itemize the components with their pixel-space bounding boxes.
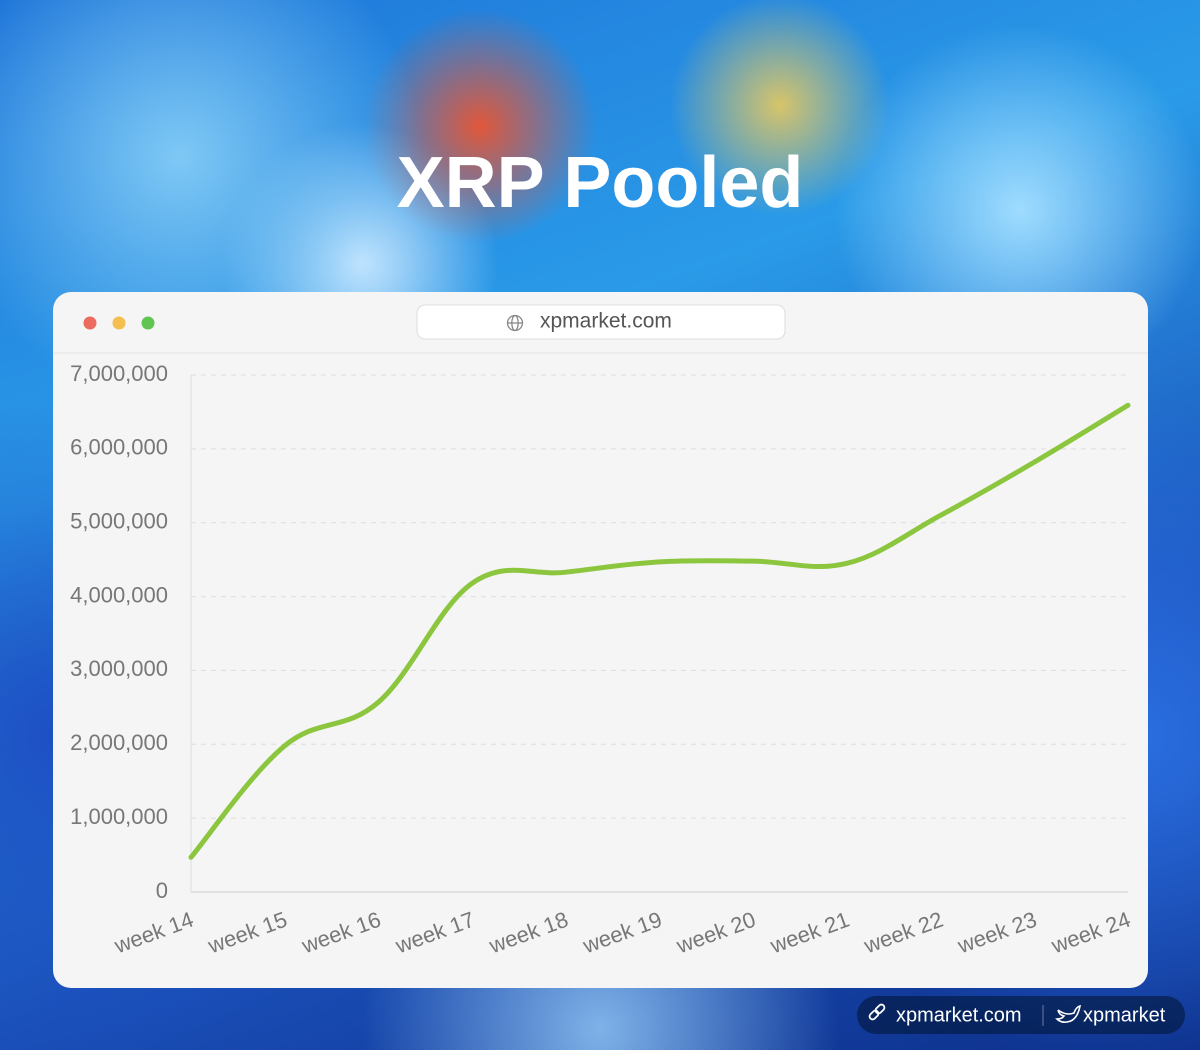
url-bar[interactable] <box>416 304 786 340</box>
close-dot[interactable] <box>83 316 97 330</box>
y-tick-label: 6,000,000 <box>70 435 168 460</box>
footer-handle[interactable]: xpmarket <box>1083 1004 1166 1026</box>
footer-site[interactable]: xpmarket.com <box>896 1004 1022 1026</box>
window <box>53 292 1148 988</box>
chart-title: XRP Pooled <box>397 143 804 223</box>
bird-icon <box>1055 1004 1082 1023</box>
y-tick-label: 5,000,000 <box>70 509 168 534</box>
y-tick-label: 4,000,000 <box>70 582 168 607</box>
url-text: xpmarket.com <box>540 310 672 333</box>
data-line <box>188 402 1131 860</box>
link-icon <box>868 1003 886 1021</box>
globe-icon <box>506 314 524 332</box>
footer-pill <box>857 996 1185 1034</box>
y-tick-label: 2,000,000 <box>70 730 168 755</box>
y-tick-label: 0 <box>156 878 168 903</box>
y-tick-label: 1,000,000 <box>70 804 168 829</box>
maximize-dot[interactable] <box>141 316 155 330</box>
minimize-dot[interactable] <box>112 316 126 330</box>
y-tick-label: 7,000,000 <box>70 361 168 386</box>
y-tick-label: 3,000,000 <box>70 656 168 681</box>
